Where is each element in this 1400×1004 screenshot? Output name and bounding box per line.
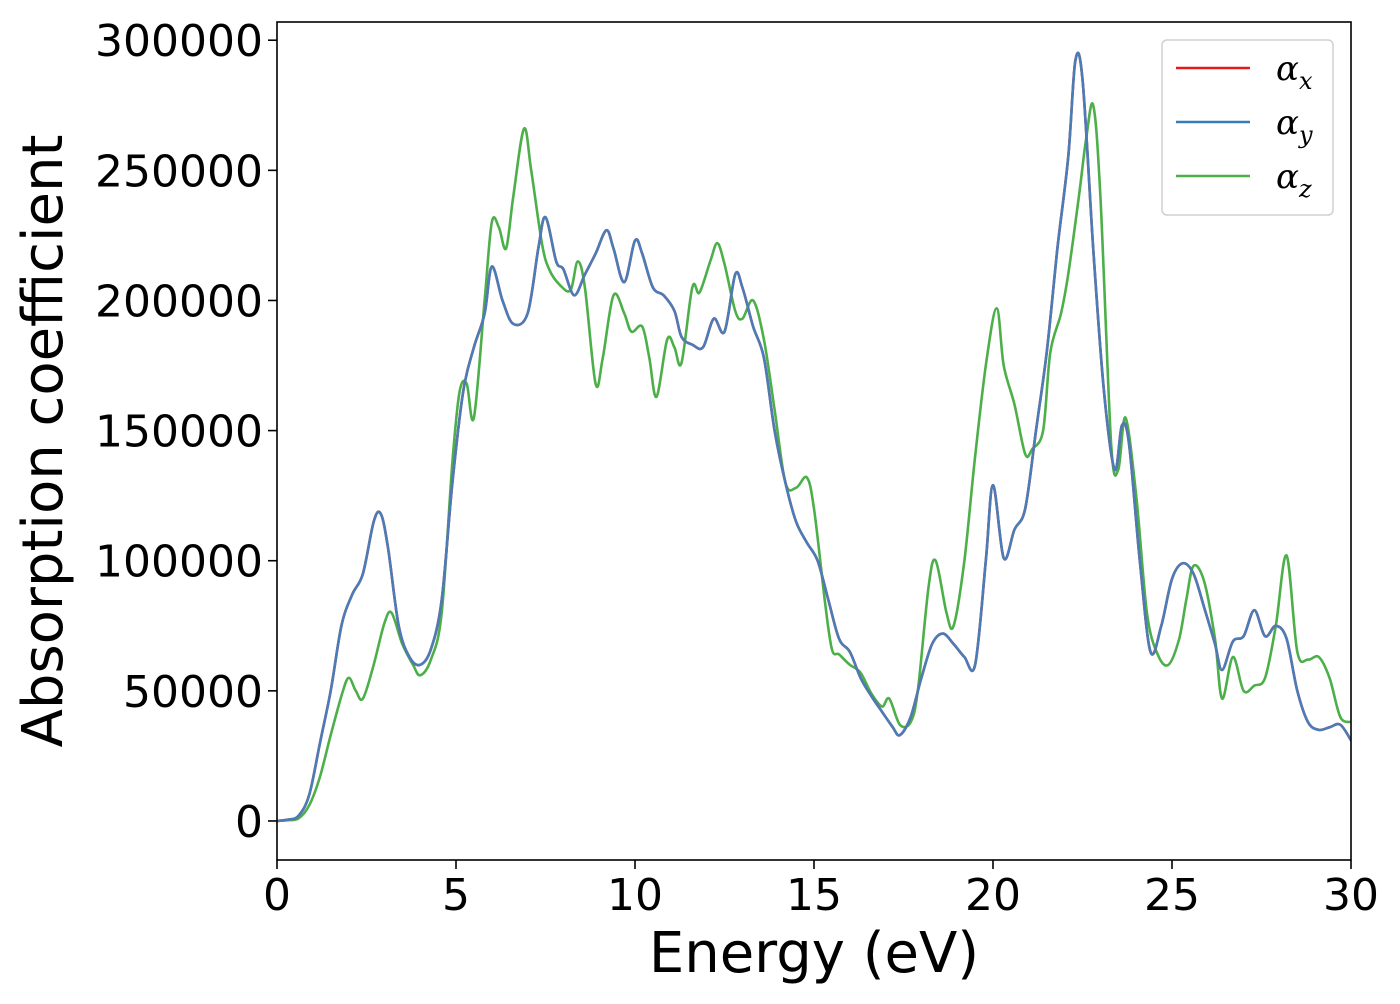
series-line-alpha-y	[277, 51, 1351, 823]
y-tick-label: 250000	[95, 146, 263, 197]
legend-label: αz	[1276, 157, 1312, 203]
x-tick-label: 15	[786, 870, 842, 921]
legend-symbol: α	[1276, 157, 1299, 197]
legend-label: αx	[1276, 49, 1313, 95]
legend-frame	[1161, 39, 1334, 216]
x-axis-label: Energy (eV)	[649, 921, 979, 986]
legend-subscript: z	[1298, 175, 1312, 203]
y-tick-label: 50000	[123, 667, 263, 718]
series-line-alpha-z	[277, 102, 1351, 823]
y-tick-label: 200000	[95, 276, 263, 327]
legend-symbol: α	[1276, 103, 1299, 143]
y-tick-label: 0	[235, 797, 263, 848]
x-tick-label: 25	[1144, 870, 1200, 921]
x-tick-label: 10	[607, 870, 663, 921]
y-axis-label: Absorption coefficient	[11, 135, 76, 748]
plot-frame	[276, 21, 1352, 861]
x-tick-label: 20	[965, 870, 1021, 921]
x-tick-label: 5	[442, 870, 470, 921]
x-tick-label: 0	[263, 870, 291, 921]
legend-subscript: y	[1298, 121, 1313, 149]
ticks-layer: 0 5 10 15 20 25 30 0 50000 100000 150000 200000 2500…	[95, 16, 1379, 921]
legend-label: αy	[1276, 103, 1313, 149]
y-tick-label: 100000	[95, 537, 263, 588]
series-layer	[277, 51, 1351, 823]
legend-symbol: α	[1276, 49, 1299, 89]
y-tick-label: 300000	[95, 16, 263, 67]
legend-subscript: x	[1299, 67, 1313, 95]
x-tick-label: 30	[1323, 870, 1379, 921]
y-tick-label: 150000	[95, 407, 263, 458]
plot-area	[276, 21, 1352, 861]
